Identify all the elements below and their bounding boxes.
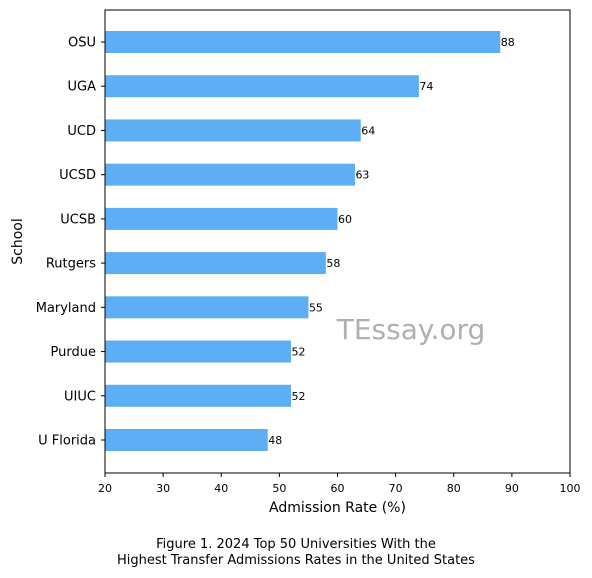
y-tick-label-osu: OSU (68, 36, 96, 51)
y-tick-label-rutgers: Rutgers (46, 257, 96, 272)
data-label-uga: 74 (419, 80, 433, 93)
bar-maryland (105, 296, 309, 319)
data-label-ucsd: 63 (355, 169, 369, 182)
x-tick-label-50: 50 (272, 482, 286, 495)
bar-uga (105, 75, 419, 98)
bar-u-florida (105, 429, 268, 451)
data-label-uiuc: 52 (292, 390, 306, 403)
x-tick-label-20: 20 (98, 482, 112, 495)
x-tick-label-90: 90 (505, 482, 519, 495)
y-tick-label-ucsd: UCSD (59, 168, 96, 183)
watermark-text: TEssay.org (336, 313, 486, 346)
bar-chart: 20 30 40 50 60 70 80 90 100 OSU UGA UCD UCSD UCSB Rut… (10, 9, 581, 516)
y-axis-ticks: OSU UGA UCD UCSD UCSB Rutgers Maryland Purdue UI… (36, 36, 105, 449)
y-axis-title: School (10, 218, 26, 264)
data-label-osu: 88 (501, 36, 515, 49)
x-tick-label-80: 80 (447, 482, 461, 495)
data-label-u-florida: 48 (268, 434, 282, 447)
x-axis-ticks: 20 30 40 50 60 70 80 90 100 (98, 473, 581, 495)
bar-uiuc (105, 384, 291, 407)
x-tick-label-60: 60 (331, 482, 345, 495)
x-tick-label-70: 70 (389, 482, 403, 495)
x-tick-label-30: 30 (156, 482, 170, 495)
data-label-maryland: 55 (309, 301, 323, 314)
data-label-ucd: 64 (361, 124, 375, 137)
bar-purdue (105, 340, 291, 363)
y-tick-label-uiuc: UIUC (64, 389, 96, 404)
bar-osu (105, 31, 501, 53)
y-tick-label-u-florida: U Florida (38, 434, 96, 449)
bar-rutgers (105, 252, 326, 275)
y-tick-label-maryland: Maryland (36, 301, 96, 316)
bar-ucsd (105, 163, 355, 186)
y-tick-label-ucsb: UCSB (60, 212, 96, 227)
figure-caption-line-2: Highest Transfer Admissions Rates in the… (117, 553, 475, 568)
y-tick-label-uga: UGA (68, 80, 97, 95)
x-tick-label-100: 100 (560, 482, 581, 495)
data-labels: 88 74 64 63 60 58 55 52 52 48 (268, 36, 515, 447)
bar-ucd (105, 119, 361, 142)
bar-ucsb (105, 207, 338, 230)
data-label-purdue: 52 (292, 346, 306, 359)
bars-layer (105, 31, 501, 451)
y-tick-label-ucd: UCD (67, 124, 96, 139)
y-tick-label-purdue: Purdue (51, 345, 96, 360)
data-label-ucsb: 60 (338, 213, 352, 226)
data-label-rutgers: 58 (326, 257, 340, 270)
x-tick-label-40: 40 (214, 482, 228, 495)
x-axis-title: Admission Rate (%) (269, 500, 406, 516)
figure-caption-line-1: Figure 1. 2024 Top 50 Universities With … (156, 537, 436, 552)
